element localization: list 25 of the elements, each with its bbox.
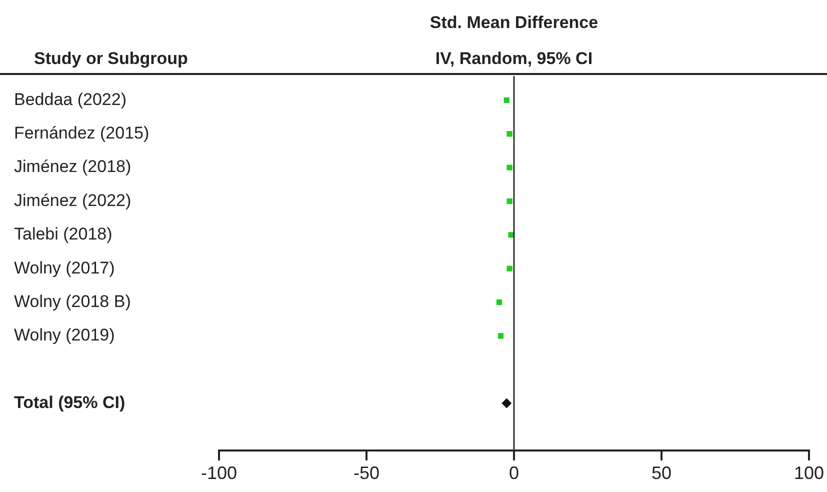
chart-title: Std. Mean Difference: [430, 13, 598, 32]
x-tick-label: 0: [508, 463, 519, 484]
y-tick-label: Jiménez (2022): [14, 190, 132, 210]
x-tick-label: -50: [353, 463, 380, 484]
point: [506, 266, 512, 272]
x-tick-label: 100: [794, 463, 824, 484]
point: [498, 333, 504, 339]
x-tick-label: -100: [200, 463, 238, 484]
point: [506, 131, 512, 137]
y-tick-label: Wolny (2019): [14, 326, 115, 345]
chart-subtitle: IV, Random, 95% CI: [435, 49, 593, 68]
y-tick-label: Total (95% CI): [14, 392, 126, 412]
y-tick-label: Wolny (2018 B): [14, 292, 131, 311]
y-tick-label: Beddaa (2022): [14, 90, 126, 109]
point: [502, 398, 512, 408]
y-axis-title: Study or Subgroup: [34, 49, 188, 68]
y-tick-label: Wolny (2017): [14, 258, 115, 278]
y-tick-label: Talebi (2018): [14, 224, 112, 244]
point: [496, 299, 502, 306]
y-tick-label: Jiménez (2018): [14, 157, 132, 176]
y-tick-label: Fernández (2015): [14, 124, 150, 143]
point: [504, 97, 510, 104]
point: [506, 198, 512, 204]
x-tick-label: 50: [651, 463, 672, 484]
point: [506, 164, 512, 170]
